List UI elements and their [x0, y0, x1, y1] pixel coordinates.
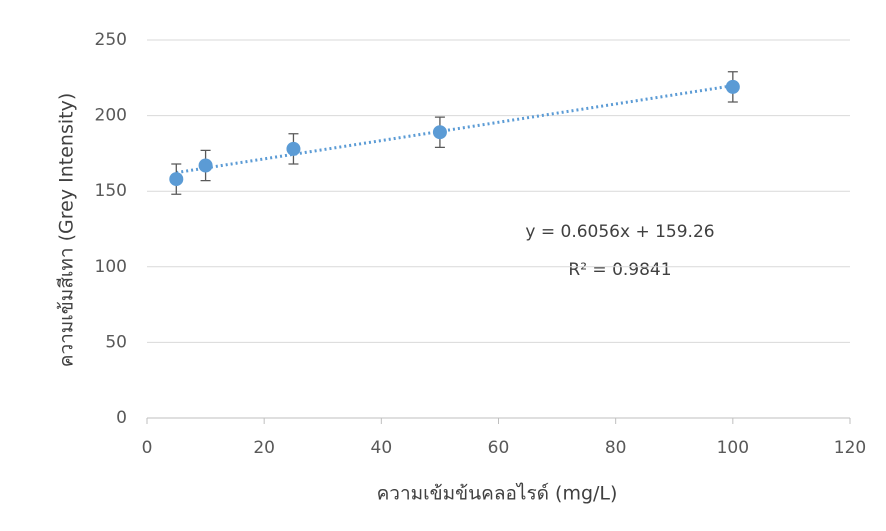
- x-tick-label: 20: [253, 438, 275, 458]
- data-point: [198, 158, 213, 173]
- y-tick-label: 200: [95, 106, 127, 126]
- data-point: [169, 172, 184, 187]
- x-tick-label: 40: [371, 438, 393, 458]
- x-tick-label: 0: [142, 438, 153, 458]
- y-tick-label: 0: [116, 408, 127, 428]
- trendline: [176, 84, 734, 175]
- x-tick-label: 60: [488, 438, 510, 458]
- y-tick-label: 50: [105, 332, 127, 352]
- x-tick-label: 120: [834, 438, 866, 458]
- trend-r2: R² = 0.9841: [568, 260, 671, 280]
- data-point: [725, 79, 740, 94]
- x-tick-label: 100: [717, 438, 749, 458]
- trend-equation: y = 0.6056x + 159.26: [525, 222, 714, 242]
- y-axis-title: ความเข้มสีเทา (Grey Intensity): [56, 93, 78, 368]
- y-tick-label: 100: [95, 257, 127, 277]
- y-tick-label: 250: [95, 30, 127, 50]
- data-point: [432, 125, 447, 140]
- x-tick-label: 80: [605, 438, 627, 458]
- data-point: [286, 141, 301, 156]
- x-axis-title: ความเข้มข้นคลอไรด์ (mg/L): [377, 483, 618, 505]
- y-tick-label: 150: [95, 181, 127, 201]
